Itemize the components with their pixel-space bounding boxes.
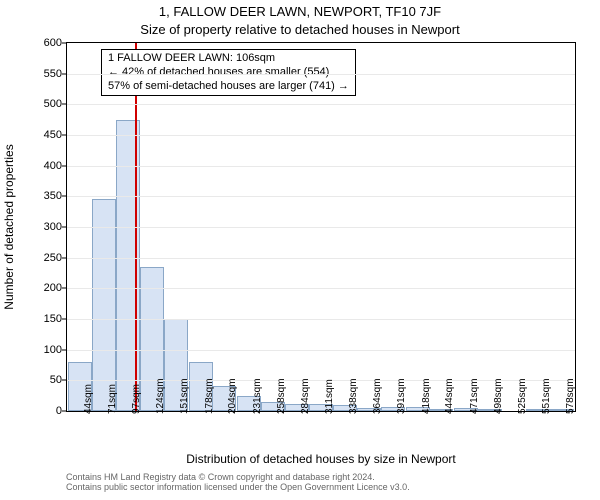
histogram-bar <box>92 199 116 411</box>
gridline <box>67 196 575 197</box>
annotation-line-2: ← 42% of detached houses are smaller (55… <box>108 66 349 80</box>
ytick-label: 300 <box>44 221 62 233</box>
credit-text: Contains HM Land Registry data © Crown c… <box>66 472 576 493</box>
annotation-box: 1 FALLOW DEER LAWN: 106sqm ← 42% of deta… <box>101 49 356 96</box>
gridline <box>67 104 575 105</box>
gridline <box>67 288 575 289</box>
ytick-label: 450 <box>44 129 62 141</box>
ytick-label: 200 <box>44 282 62 294</box>
gridline <box>67 350 575 351</box>
ytick-label: 600 <box>44 37 62 49</box>
chart-title-1: 1, FALLOW DEER LAWN, NEWPORT, TF10 7JF <box>0 4 600 19</box>
chart-container: 1, FALLOW DEER LAWN, NEWPORT, TF10 7JF S… <box>0 0 600 500</box>
gridline <box>67 166 575 167</box>
ytick-label: 550 <box>44 68 62 80</box>
ytick-label: 350 <box>44 190 62 202</box>
ytick-label: 150 <box>44 313 62 325</box>
ytick-label: 400 <box>44 160 62 172</box>
x-axis-label: Distribution of detached houses by size … <box>66 452 576 466</box>
ytick-label: 50 <box>50 374 62 386</box>
y-axis-label: Number of detached properties <box>2 42 18 412</box>
gridline <box>67 227 575 228</box>
annotation-line-1: 1 FALLOW DEER LAWN: 106sqm <box>108 52 349 66</box>
gridline <box>67 319 575 320</box>
ytick-label: 250 <box>44 252 62 264</box>
chart-title-2: Size of property relative to detached ho… <box>0 22 600 37</box>
gridline <box>67 258 575 259</box>
annotation-line-3: 57% of semi-detached houses are larger (… <box>108 80 349 94</box>
ytick-label: 100 <box>44 344 62 356</box>
gridline <box>67 74 575 75</box>
gridline <box>67 135 575 136</box>
ytick-label: 500 <box>44 98 62 110</box>
